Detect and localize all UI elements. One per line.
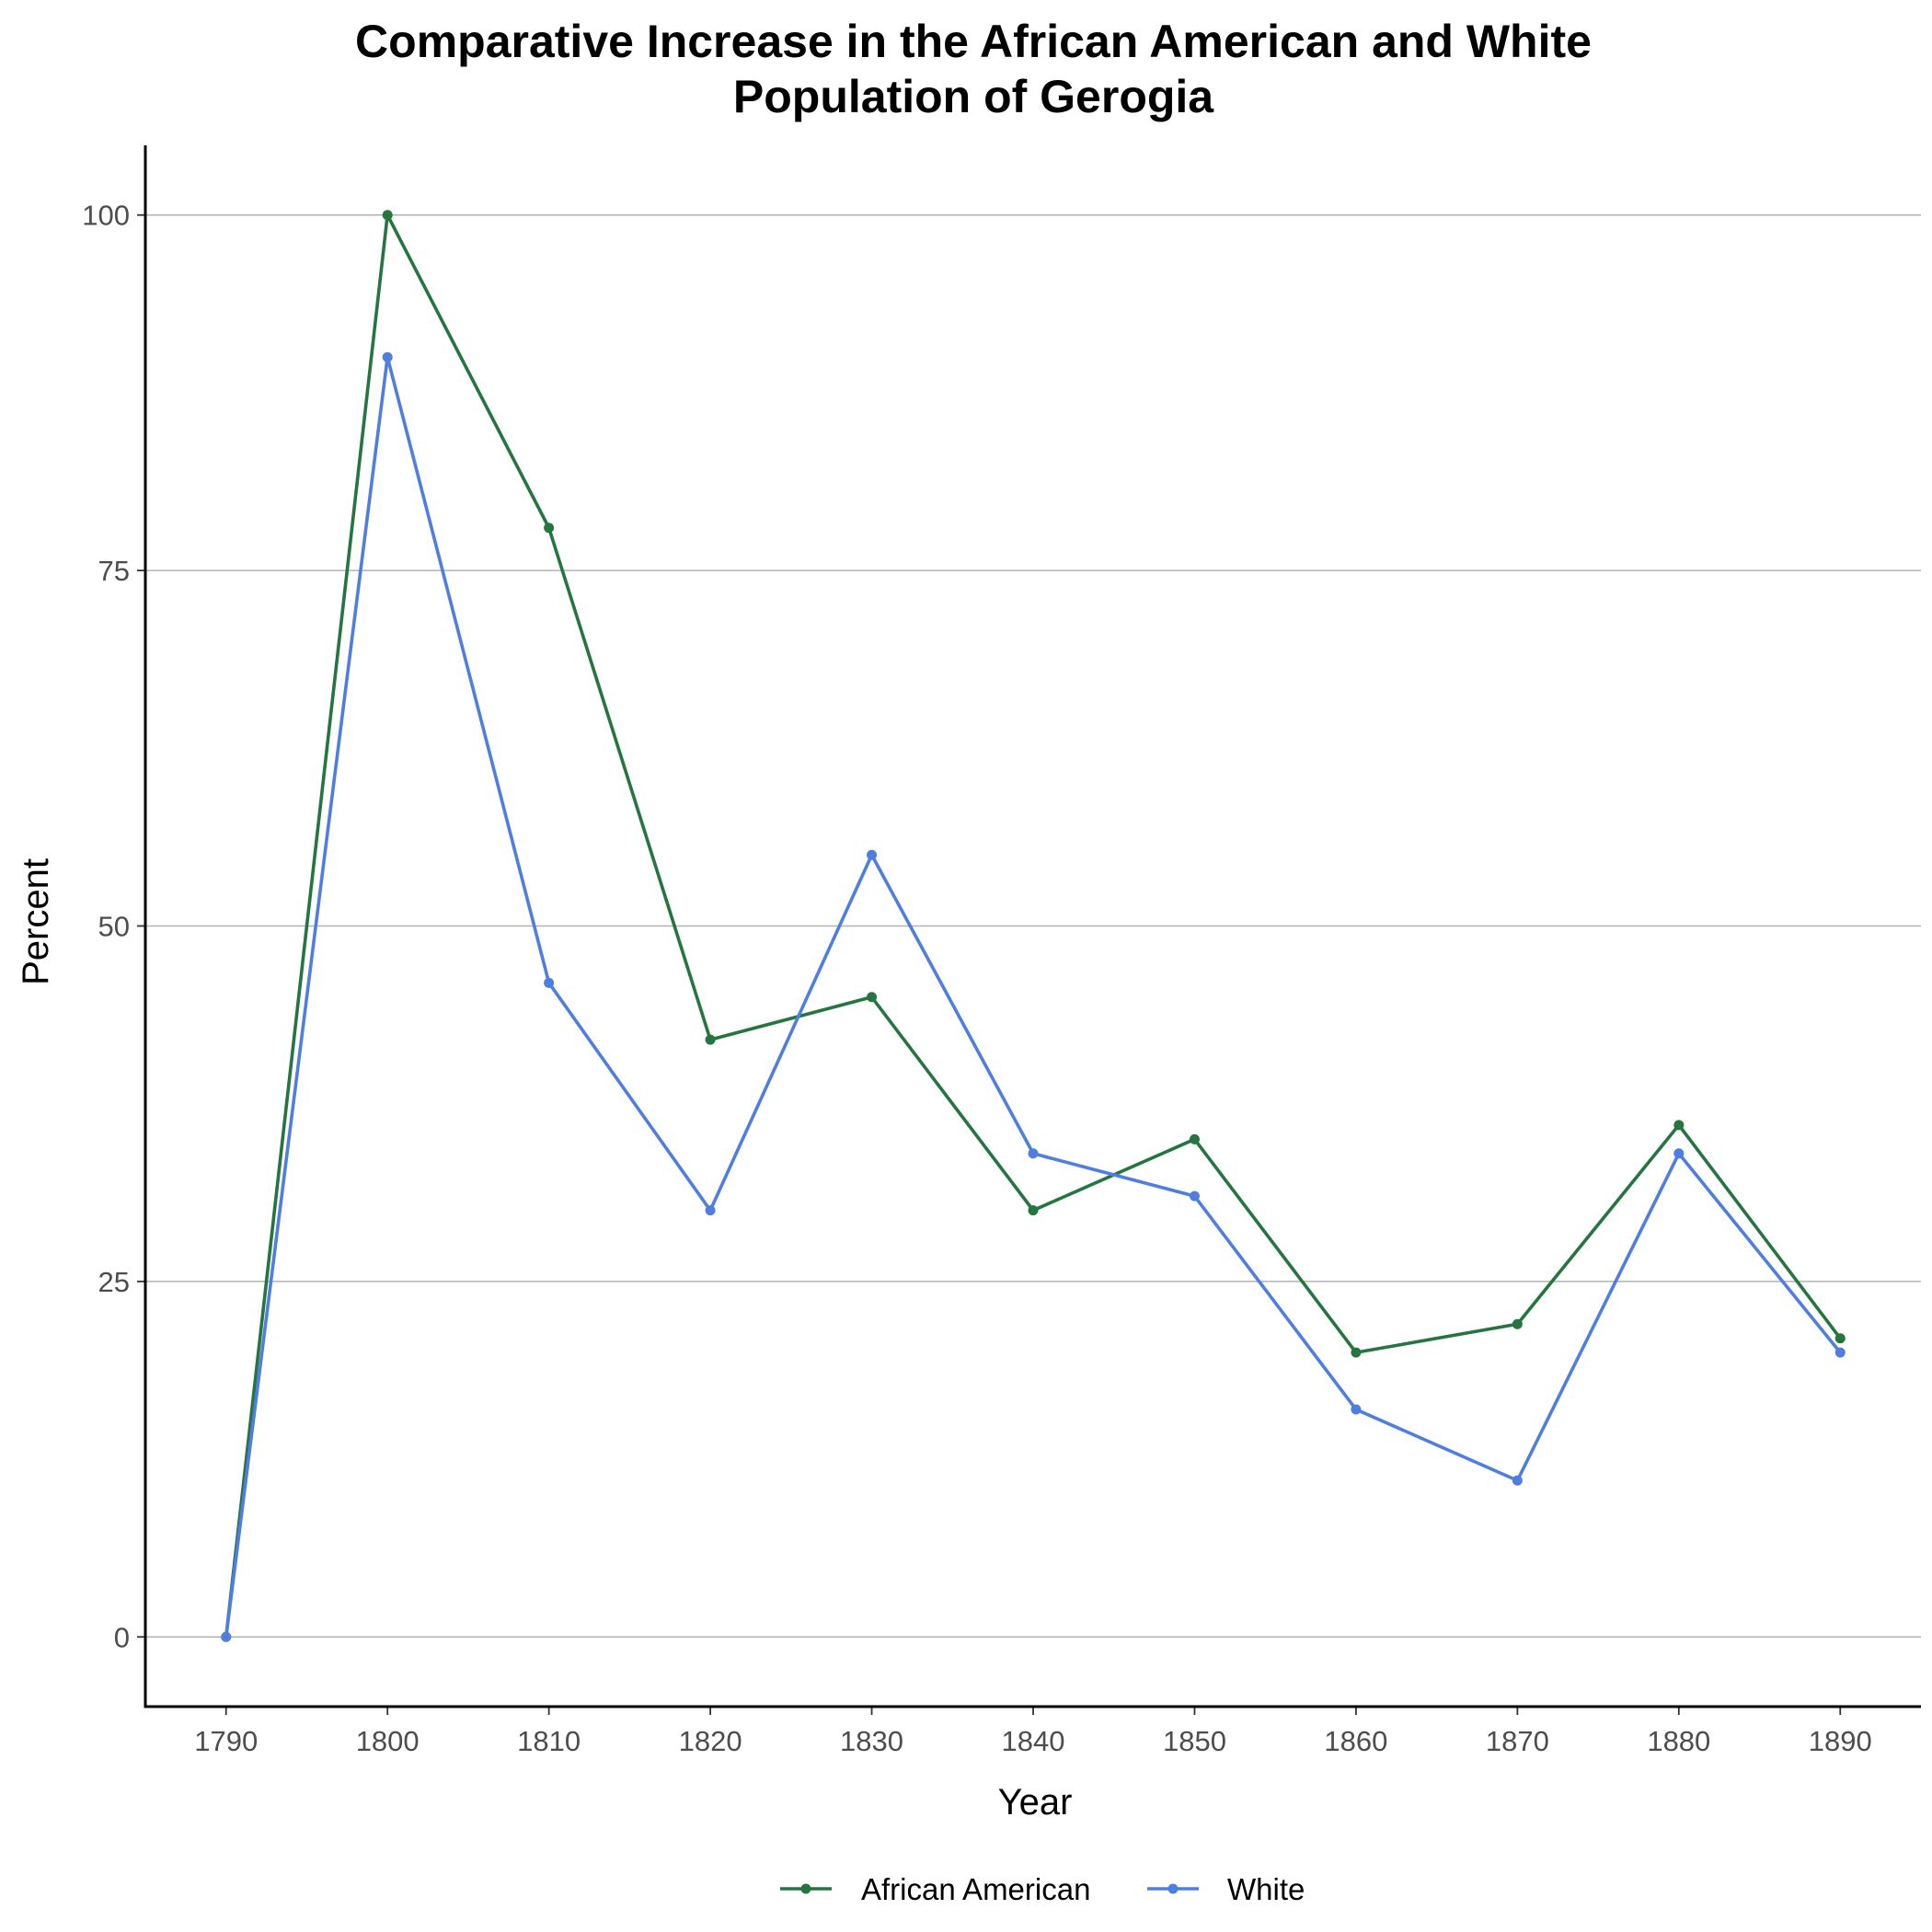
legend-label: African American bbox=[861, 1872, 1090, 1906]
x-tick-label: 1870 bbox=[1486, 1725, 1549, 1757]
legend-key-point bbox=[800, 1883, 811, 1894]
data-point-white bbox=[1351, 1404, 1362, 1415]
x-axis-title: Year bbox=[998, 1782, 1073, 1823]
data-point-white bbox=[1028, 1148, 1039, 1159]
y-axis-title: Percent bbox=[16, 858, 56, 985]
series-lines bbox=[221, 210, 1846, 1642]
legend: African American White bbox=[780, 1872, 1305, 1906]
data-point-african-american bbox=[1834, 1333, 1846, 1344]
x-tick-label: 1840 bbox=[1002, 1725, 1065, 1757]
y-tick-label: 0 bbox=[114, 1621, 130, 1653]
data-point-african-american bbox=[705, 1034, 716, 1045]
data-point-african-american bbox=[1673, 1120, 1685, 1131]
data-point-white bbox=[1834, 1347, 1846, 1358]
x-tick-label: 1820 bbox=[679, 1725, 742, 1757]
data-point-african-american bbox=[1512, 1318, 1523, 1329]
y-tick-label: 25 bbox=[98, 1266, 130, 1298]
y-tick-label: 50 bbox=[98, 911, 130, 943]
x-tick-label: 1890 bbox=[1809, 1725, 1872, 1757]
x-tick-label: 1810 bbox=[517, 1725, 581, 1757]
y-tick-label: 75 bbox=[98, 555, 130, 587]
data-point-white bbox=[1189, 1190, 1200, 1202]
axes bbox=[137, 145, 1921, 1715]
legend-label: White bbox=[1227, 1872, 1305, 1906]
data-point-white bbox=[1673, 1148, 1685, 1159]
data-point-african-american bbox=[382, 210, 393, 221]
data-point-white bbox=[221, 1631, 232, 1642]
legend-item-white: White bbox=[1147, 1872, 1305, 1906]
chart-title-line-2: Population of Gerogia bbox=[733, 71, 1214, 122]
data-point-white bbox=[544, 977, 555, 988]
data-point-white bbox=[1512, 1475, 1523, 1486]
data-point-white bbox=[705, 1205, 716, 1216]
legend-key-point bbox=[1167, 1883, 1179, 1894]
data-point-african-american bbox=[1189, 1133, 1200, 1144]
data-point-white bbox=[867, 849, 878, 860]
y-tick-label: 100 bbox=[82, 200, 130, 232]
chart-title-line-1: Comparative Increase in the African Amer… bbox=[355, 16, 1592, 67]
legend-item-african-american: African American bbox=[780, 1872, 1090, 1906]
x-tick-label: 1880 bbox=[1647, 1725, 1710, 1757]
data-point-white bbox=[382, 351, 393, 362]
x-tick-label: 1800 bbox=[356, 1725, 420, 1757]
x-tick-label: 1860 bbox=[1324, 1725, 1387, 1757]
x-tick-label: 1850 bbox=[1163, 1725, 1226, 1757]
chart-title: Comparative Increase in the African Amer… bbox=[355, 16, 1592, 122]
x-tick-label: 1830 bbox=[840, 1725, 903, 1757]
tick-labels: 0 25 50 75 100 1790 1800 1810 1820 1830 1840 1850 18… bbox=[82, 200, 1871, 1757]
data-point-african-american bbox=[544, 523, 555, 534]
data-point-african-american bbox=[1351, 1347, 1362, 1358]
data-point-african-american bbox=[867, 992, 878, 1003]
data-point-african-american bbox=[1028, 1205, 1039, 1216]
x-tick-label: 1790 bbox=[194, 1725, 258, 1757]
